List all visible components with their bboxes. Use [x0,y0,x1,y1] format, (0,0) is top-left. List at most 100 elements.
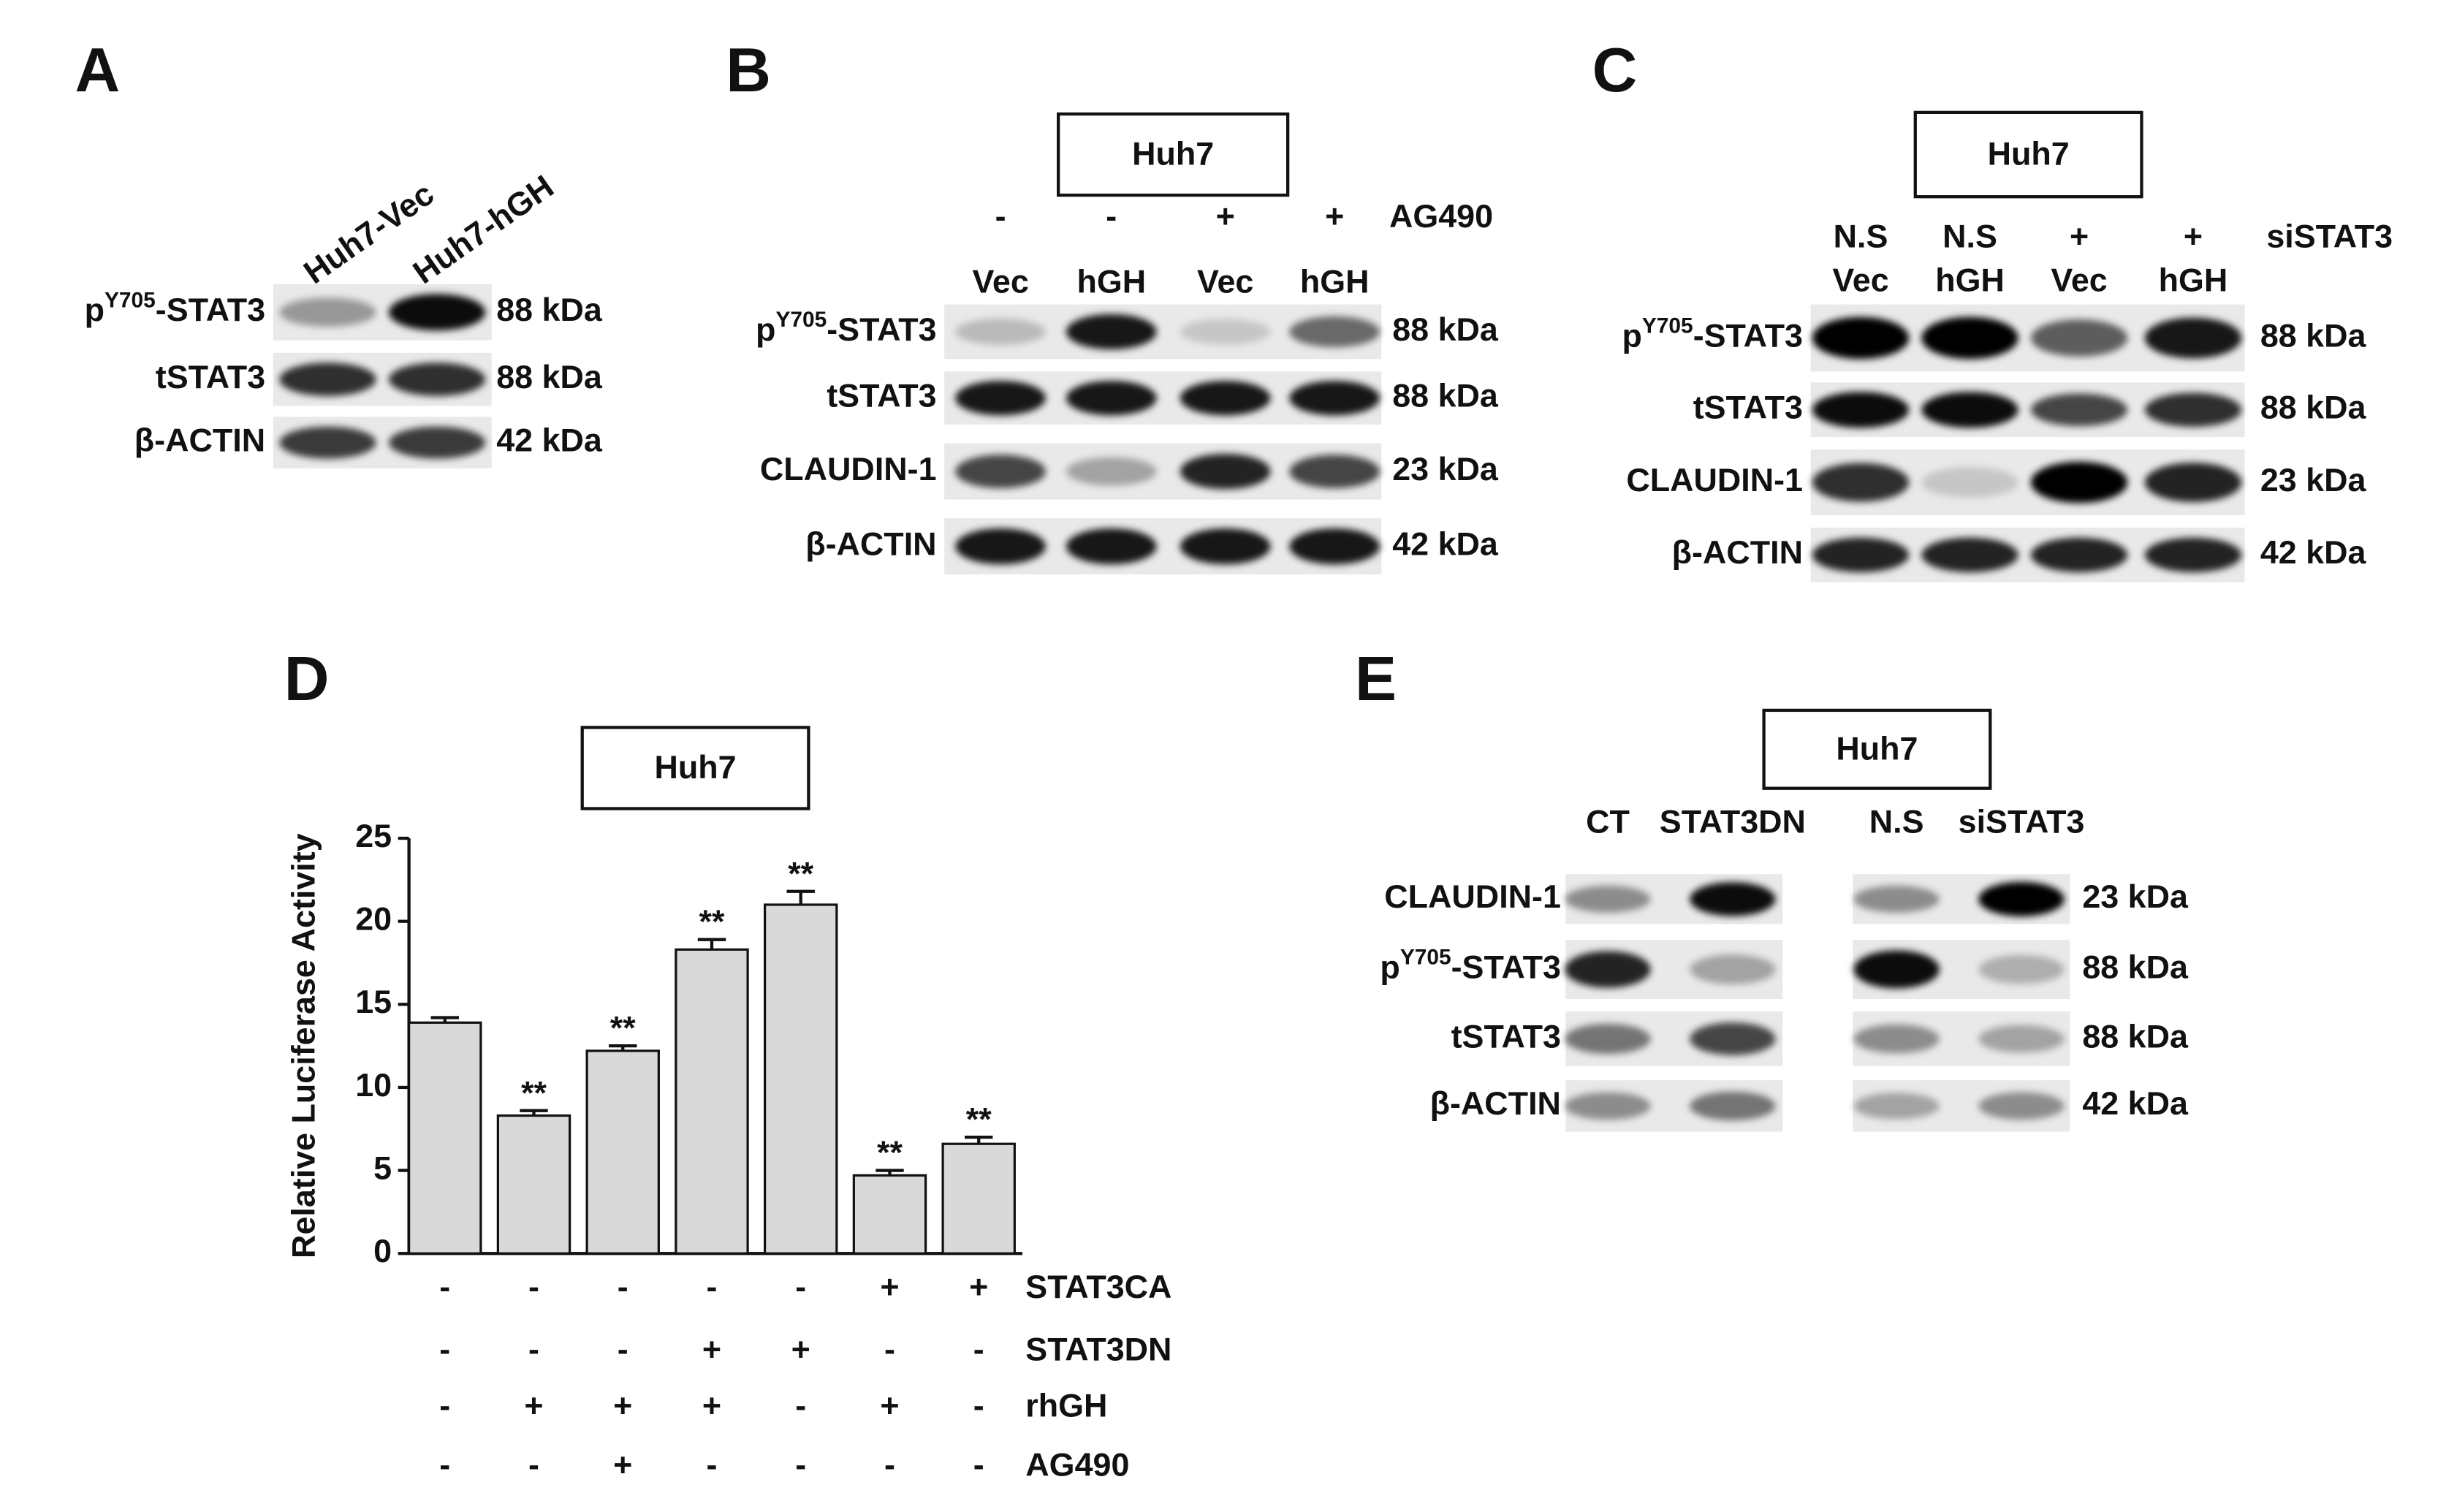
significance-label: ** [521,1074,547,1111]
protein-suffix: -STAT3 [156,291,265,328]
band [1853,1093,1940,1120]
band [1565,1023,1651,1055]
protein-label: pY705-STAT3 [1622,314,1803,354]
size-label: 88 kDa [1392,377,1499,414]
condition-name: STAT3DN [1025,1331,1171,1368]
size-label: 88 kDa [1392,311,1499,348]
panel-label: B [726,36,771,105]
band [279,426,376,459]
bar [496,1114,571,1255]
band [2144,392,2242,428]
protein-label: CLAUDIN-1 [1626,461,1803,498]
condition-sign: + [702,1331,721,1368]
treatment-sign: - [995,197,1006,235]
band [1921,316,2018,360]
size-label: 88 kDa [2082,1017,2189,1055]
protein-superscript: Y705 [105,288,156,312]
significance-label: ** [966,1101,992,1138]
condition-sign: - [439,1446,450,1483]
bar [408,1021,482,1255]
condition-sign: - [618,1331,628,1368]
lane-label: hGH [1076,263,1146,300]
error-bar [430,1016,459,1023]
bar [675,948,749,1255]
protein-superscript: Y705 [1400,945,1451,969]
size-label: 88 kDa [2082,948,2189,985]
bar [852,1174,927,1255]
condition-sign: - [795,1268,806,1305]
band [1565,1092,1651,1120]
protein-superscript: Y705 [1642,314,1693,338]
significance-label: ** [877,1133,903,1171]
band [1180,381,1271,416]
size-label: 88 kDa [496,358,603,395]
protein-suffix: -STAT3 [827,311,936,348]
condition-sign: - [795,1387,806,1424]
band [388,362,486,396]
y-tick-label: 15 [355,983,392,1020]
condition-sign: - [973,1446,984,1483]
band [1921,537,2018,573]
bar [764,903,838,1255]
treatment-name: AG490 [1389,197,1493,235]
y-tick-label: 20 [355,900,392,938]
band [2030,319,2128,357]
band [1066,314,1157,350]
lane-label: Vec [1832,262,1888,299]
error-bar [876,1169,904,1176]
protein-label: β-ACTIN [1672,533,1803,571]
band [2030,461,2128,504]
condition-sign: - [528,1331,539,1368]
size-label: 42 kDa [1392,525,1499,562]
treatment-sign: + [2070,218,2089,255]
size-label: 42 kDa [2082,1084,2189,1122]
lane-label: hGH [2159,262,2228,299]
size-label: 42 kDa [2260,533,2367,571]
band [1690,1091,1776,1121]
band [1289,381,1380,416]
treatment-sign: N.S [1834,218,1888,255]
condition-sign: + [880,1387,899,1424]
condition-sign: + [880,1268,899,1305]
condition-sign: + [613,1446,632,1483]
cell-line-box [1762,708,1992,790]
band [1180,528,1271,565]
condition-sign: + [791,1331,810,1368]
band [1690,954,1776,984]
band [1853,885,1940,913]
condition-sign: - [618,1268,628,1305]
protein-prefix: p [1622,316,1641,354]
significance-label: ** [788,854,813,892]
protein-label: β-ACTIN [805,525,936,562]
bar [585,1049,660,1255]
lane-label: Huh7-hGH [406,167,561,291]
y-tick-label: 25 [355,817,392,854]
lane-label: Vec [1197,263,1253,300]
protein-label: pY705-STAT3 [85,288,266,328]
cell-line-label: Huh7 [1132,135,1214,172]
y-axis-title: Relative Luciferase Activity [284,833,322,1258]
error-bar [520,1109,548,1116]
band [1180,319,1271,345]
band [1289,455,1380,489]
band [955,455,1047,489]
cell-line-label: Huh7 [1988,135,2070,172]
band [1921,392,2018,428]
band [1978,881,2065,916]
protein-label: tSTAT3 [1693,389,1803,426]
protein-superscript: Y705 [775,308,827,332]
protein-prefix: p [756,311,775,348]
band [388,294,486,331]
band [955,381,1047,416]
treatment-sign: N.S [1942,218,1997,255]
lane-label: N.S [1869,803,1924,840]
condition-sign: - [795,1446,806,1483]
lane-label: siSTAT3 [1959,803,2085,840]
lane-label: hGH [1935,262,2005,299]
error-bar [965,1136,993,1144]
condition-sign: - [439,1331,450,1368]
condition-sign: - [707,1268,718,1305]
condition-sign: + [524,1387,543,1424]
protein-prefix: p [85,291,105,328]
size-label: 88 kDa [2260,316,2367,354]
